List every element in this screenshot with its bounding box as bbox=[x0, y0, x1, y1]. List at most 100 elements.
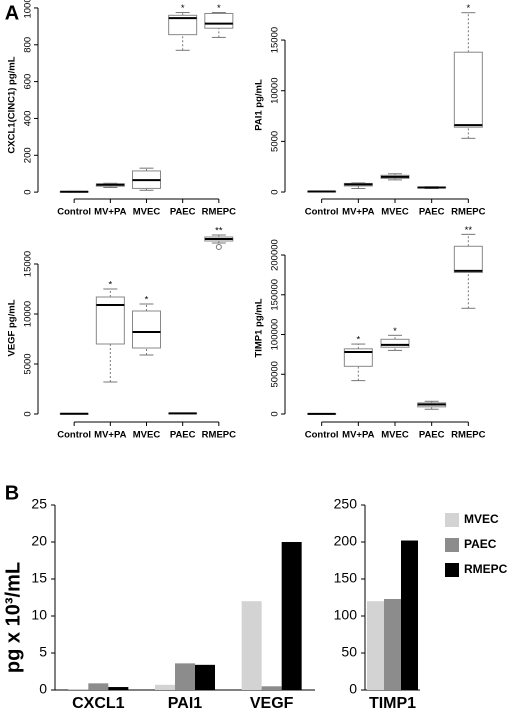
y-tick-label: 250 bbox=[334, 496, 358, 512]
significance: * bbox=[466, 3, 470, 14]
x-tick-label: Control bbox=[57, 430, 91, 441]
bar bbox=[367, 601, 384, 690]
y-tick-label: 150000 bbox=[270, 279, 281, 311]
significance: * bbox=[145, 295, 149, 306]
y-tick-label: 0 bbox=[349, 681, 357, 697]
box bbox=[453, 51, 483, 128]
significance: * bbox=[356, 335, 360, 346]
x-tick-label: RMEPC bbox=[451, 430, 485, 441]
x-tick-label: Control bbox=[305, 207, 339, 218]
y-tick-label: 50 bbox=[341, 644, 357, 660]
x-tick-label: MVEC bbox=[133, 430, 161, 441]
box-chart: 0 5000 10000 15000 PAI1 pg/mL Control MV+PA MVE… bbox=[254, 3, 486, 217]
x-tick-label: MV+PA bbox=[342, 430, 374, 441]
significance: ** bbox=[465, 225, 473, 236]
bar bbox=[401, 540, 418, 690]
box bbox=[168, 14, 198, 36]
legend-swatch bbox=[445, 538, 459, 552]
box-chart: 0 200 400 600 800 1000 CXCL1(CINC1) pg/mL Contr… bbox=[7, 0, 237, 218]
y-tick-label: 200000 bbox=[270, 239, 281, 271]
bar bbox=[88, 683, 109, 690]
y-tick-label: 0 bbox=[270, 189, 281, 194]
x-tick-label: Control bbox=[57, 207, 91, 218]
legend-swatch bbox=[445, 513, 459, 527]
y-tick-label: 15 bbox=[31, 570, 47, 586]
legend-label: PAEC bbox=[464, 537, 497, 551]
x-tick-label: RMEPC bbox=[202, 207, 236, 218]
y-tick-label: 200 bbox=[23, 147, 34, 163]
x-tick-label: MVEC bbox=[381, 207, 409, 218]
bar bbox=[175, 663, 195, 690]
y-tick-label: 5000 bbox=[23, 353, 34, 374]
y-tick-label: 5000 bbox=[270, 131, 281, 152]
panel-label: A bbox=[5, 2, 19, 24]
bar-chart: 0 5 10 15 20 25 pg x 10³/mL CXCL1 PAI1 VEGF bbox=[2, 496, 315, 712]
y-tick-label: 5 bbox=[39, 644, 47, 660]
legend-swatch bbox=[445, 563, 459, 577]
y-axis-label: PAI1 pg/mL bbox=[254, 79, 265, 131]
bar-chart: 0 50 100 150 200 250 TIMP1 MVEC PAEC RMEPC bbox=[334, 496, 508, 713]
box bbox=[204, 12, 234, 29]
x-tick-label: MV+PA bbox=[94, 207, 126, 218]
x-tick-label: RMEPC bbox=[202, 430, 236, 441]
x-tick-label: PAEC bbox=[170, 207, 196, 218]
x-tick-label: MVEC bbox=[133, 207, 161, 218]
x-tick-label: PAEC bbox=[170, 430, 196, 441]
box bbox=[343, 348, 373, 367]
box bbox=[132, 310, 161, 349]
panel-label: B bbox=[5, 482, 19, 504]
y-tick-label: 10000 bbox=[23, 301, 34, 327]
significance: * bbox=[108, 280, 112, 291]
y-tick-label: 0 bbox=[23, 189, 34, 194]
y-tick-label: 400 bbox=[23, 111, 34, 127]
y-tick-label: 100 bbox=[334, 607, 358, 623]
y-tick-label: 200 bbox=[334, 533, 358, 549]
significance: * bbox=[217, 3, 221, 14]
y-tick-label: 0 bbox=[39, 681, 47, 697]
bar bbox=[281, 542, 302, 690]
y-tick-label: 20 bbox=[31, 533, 47, 549]
y-axis-label: pg x 10³/mL bbox=[2, 562, 24, 673]
y-axis-label: CXCL1(CINC1) pg/mL bbox=[7, 56, 18, 153]
x-tick-label: PAEC bbox=[419, 207, 445, 218]
y-tick-label: 10000 bbox=[270, 78, 281, 104]
y-tick-label: 50000 bbox=[270, 361, 281, 387]
x-tick-label: PAEC bbox=[419, 430, 445, 441]
y-tick-label: 0 bbox=[270, 411, 281, 416]
x-tick-label: PAI1 bbox=[168, 695, 202, 712]
box bbox=[380, 338, 410, 348]
legend-label: MVEC bbox=[464, 512, 499, 526]
box-chart: 0 50000 100000 150000 200000 TIMP1 pg/mL Contr… bbox=[254, 225, 486, 441]
x-tick-label: TIMP1 bbox=[369, 695, 416, 712]
x-tick-label: VEGF bbox=[250, 695, 294, 712]
y-tick-label: 1000 bbox=[23, 0, 34, 19]
x-tick-label: Control bbox=[305, 430, 339, 441]
bar bbox=[155, 684, 175, 690]
x-tick-label: MV+PA bbox=[342, 207, 374, 218]
y-axis-label: TIMP1 pg/mL bbox=[254, 298, 265, 357]
x-tick-label: MVEC bbox=[381, 430, 409, 441]
y-tick-label: 100000 bbox=[270, 319, 281, 351]
bar bbox=[261, 686, 282, 690]
y-tick-label: 15000 bbox=[270, 27, 281, 53]
y-tick-label: 25 bbox=[31, 496, 47, 512]
y-axis-label: VEGF pg/mL bbox=[7, 299, 18, 356]
x-tick-label: MV+PA bbox=[94, 430, 126, 441]
box-chart: 0 5000 10000 15000 VEGF pg/mL Control MV+PA MVE… bbox=[7, 226, 237, 441]
outlier bbox=[215, 244, 222, 250]
y-tick-label: 10 bbox=[31, 607, 47, 623]
significance: * bbox=[393, 326, 397, 337]
x-tick-label: CXCL1 bbox=[72, 695, 125, 712]
y-tick-label: 600 bbox=[23, 74, 34, 90]
y-tick-label: 15000 bbox=[23, 251, 34, 277]
y-tick-label: 0 bbox=[23, 411, 34, 416]
bar bbox=[195, 664, 215, 690]
x-tick-label: RMEPC bbox=[451, 207, 485, 218]
legend-label: RMEPC bbox=[464, 562, 508, 576]
bar bbox=[384, 598, 401, 690]
bar bbox=[108, 687, 129, 690]
y-tick-label: 150 bbox=[334, 570, 358, 586]
bar bbox=[241, 601, 262, 690]
significance: * bbox=[181, 3, 185, 14]
